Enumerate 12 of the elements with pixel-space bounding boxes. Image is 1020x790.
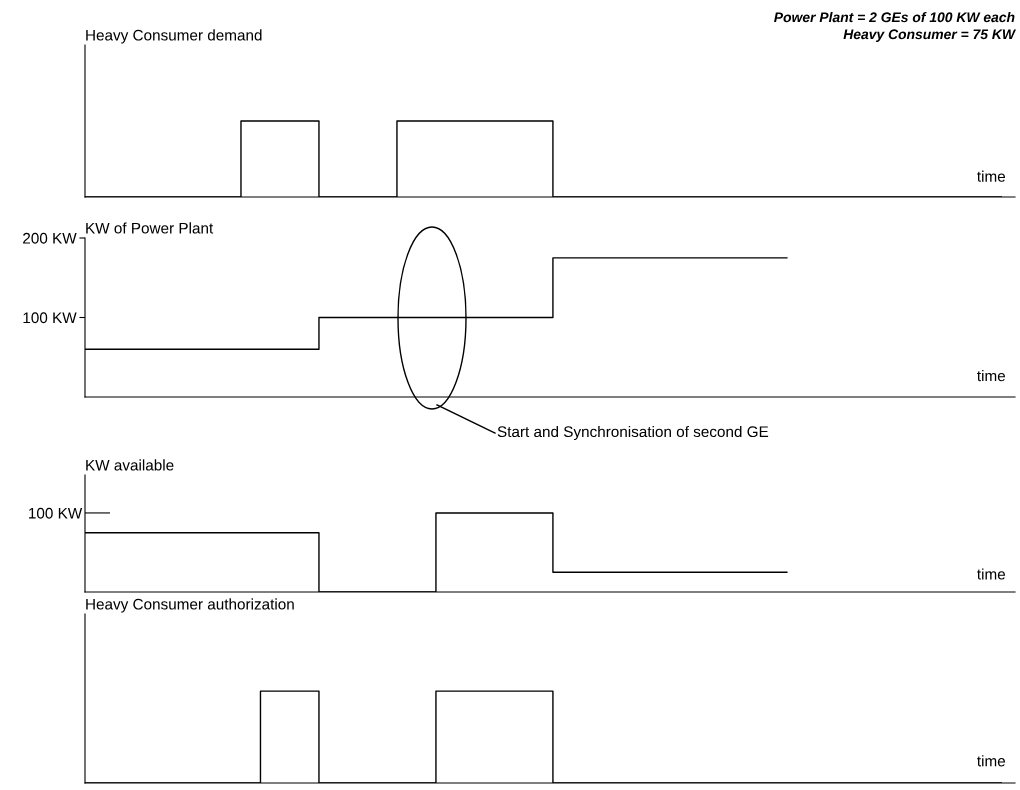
x-axis-title: time — [977, 370, 1006, 382]
chart-title: KW available — [86, 459, 174, 471]
y-tick-label: 200 KW — [23, 232, 77, 244]
text: Start and Synchronisation of second GE — [497, 425, 769, 441]
x-axis-title: time — [977, 755, 1006, 767]
text: Power Plant = 2 GEs of 100 KW each — [774, 12, 1015, 23]
chart-title: KW of Power Plant — [86, 222, 214, 234]
text: Heavy Consumer = 75 KW — [843, 29, 1016, 42]
x-axis-title: time — [977, 568, 1006, 580]
x-axis-title: time — [977, 170, 1006, 182]
chart-title: Heavy Consumer authorization — [86, 598, 294, 613]
chart-title: Heavy Consumer demand — [86, 29, 262, 44]
